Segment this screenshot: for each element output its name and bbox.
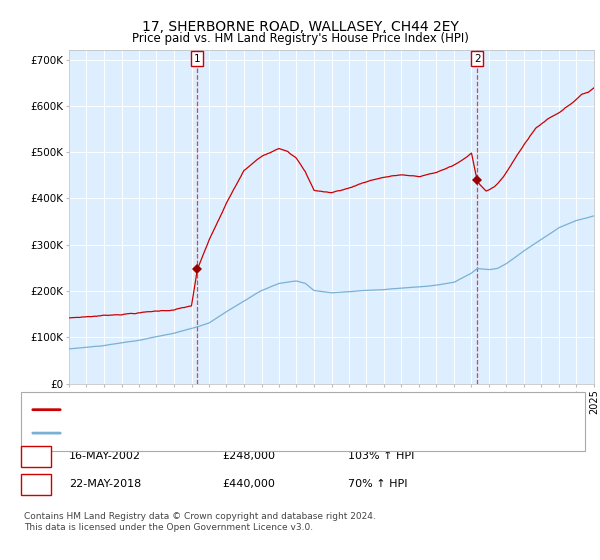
- Text: HPI: Average price, detached house, Wirral: HPI: Average price, detached house, Wirr…: [69, 428, 293, 438]
- Text: Price paid vs. HM Land Registry's House Price Index (HPI): Price paid vs. HM Land Registry's House …: [131, 32, 469, 45]
- Text: 1: 1: [194, 54, 200, 64]
- Text: 2: 2: [32, 479, 40, 489]
- Text: £248,000: £248,000: [222, 451, 275, 461]
- Text: 103% ↑ HPI: 103% ↑ HPI: [348, 451, 415, 461]
- Text: 70% ↑ HPI: 70% ↑ HPI: [348, 479, 407, 489]
- Text: Contains HM Land Registry data © Crown copyright and database right 2024.
This d: Contains HM Land Registry data © Crown c…: [24, 512, 376, 532]
- Text: 22-MAY-2018: 22-MAY-2018: [69, 479, 141, 489]
- Text: 17, SHERBORNE ROAD, WALLASEY, CH44 2EY (detached house): 17, SHERBORNE ROAD, WALLASEY, CH44 2EY (…: [69, 405, 401, 415]
- Text: £440,000: £440,000: [222, 479, 275, 489]
- Text: 2: 2: [474, 54, 481, 64]
- Text: 1: 1: [32, 451, 39, 461]
- Text: 16-MAY-2002: 16-MAY-2002: [69, 451, 141, 461]
- Text: 17, SHERBORNE ROAD, WALLASEY, CH44 2EY: 17, SHERBORNE ROAD, WALLASEY, CH44 2EY: [142, 20, 458, 34]
